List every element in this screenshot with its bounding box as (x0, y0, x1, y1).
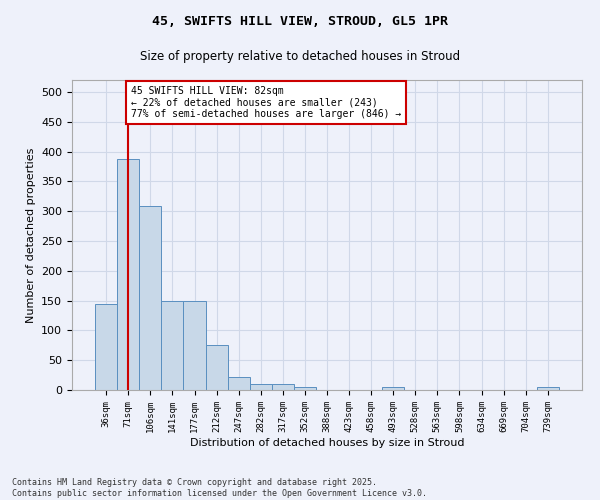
Text: 45 SWIFTS HILL VIEW: 82sqm
← 22% of detached houses are smaller (243)
77% of sem: 45 SWIFTS HILL VIEW: 82sqm ← 22% of deta… (131, 86, 401, 119)
Bar (294, 387, 316, 390)
Bar (537, 387, 559, 390)
Bar (227, 377, 250, 390)
Y-axis label: Number of detached properties: Number of detached properties (26, 148, 35, 322)
Bar (206, 346, 227, 390)
Text: 45, SWIFTS HILL VIEW, STROUD, GL5 1PR: 45, SWIFTS HILL VIEW, STROUD, GL5 1PR (152, 15, 448, 28)
Text: Contains HM Land Registry data © Crown copyright and database right 2025.
Contai: Contains HM Land Registry data © Crown c… (12, 478, 427, 498)
Bar (95, 304, 117, 390)
Bar (139, 206, 161, 390)
Bar (272, 384, 294, 390)
Bar (161, 300, 184, 390)
Bar (382, 387, 404, 390)
Bar (117, 158, 139, 390)
Text: Size of property relative to detached houses in Stroud: Size of property relative to detached ho… (140, 50, 460, 63)
Bar (184, 300, 206, 390)
X-axis label: Distribution of detached houses by size in Stroud: Distribution of detached houses by size … (190, 438, 464, 448)
Bar (250, 384, 272, 390)
